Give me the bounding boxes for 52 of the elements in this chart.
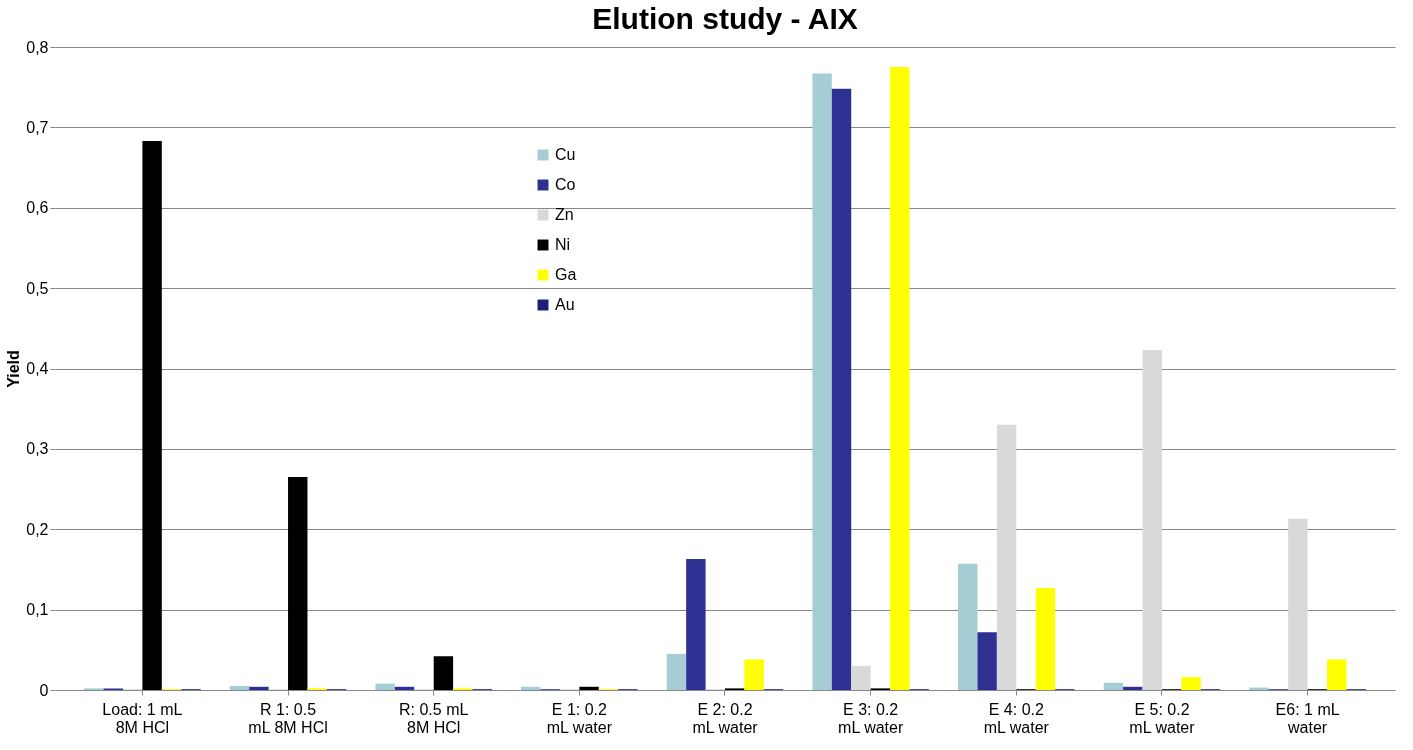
bar [958,563,978,690]
bar [977,632,997,690]
x-tick-label: E 4: 0.2 mL water [983,700,1050,736]
bar [851,665,871,690]
x-tick-label: E 2: 0.2 mL water [692,700,759,736]
legend-label: Cu [555,146,576,163]
bar [433,656,454,690]
y-tick-label: 0,5 [26,279,49,297]
y-tick-label: 0 [39,681,49,699]
bar [812,73,832,690]
bar [142,141,162,690]
bar [1142,350,1162,690]
bar [288,477,308,690]
x-tick-label: E 5: 0.2 mL water [1129,700,1196,736]
bar [579,686,599,690]
bar [394,686,415,690]
bar [890,67,910,690]
y-tick-label: 0,8 [26,38,49,56]
chart-title: Elution study - AIX [592,2,858,35]
legend-label: Zn [555,206,574,223]
x-tick-label: E 3: 0.2 mL water [838,700,904,736]
x-tick-label: E6: 1 mL water [1275,700,1340,736]
legend-label: Co [555,176,576,193]
bar [1288,518,1308,690]
y-axis-title: Yield [5,350,23,388]
bar [1327,659,1347,690]
bar [744,659,764,690]
bar [1035,587,1056,690]
bar [1103,682,1124,690]
bar [996,424,1017,690]
y-tick-label: 0,7 [26,118,49,136]
bar [249,686,269,690]
bar [666,653,687,690]
legend-label: Ga [555,266,577,283]
y-tick-label: 0,6 [26,199,49,217]
y-tick-label: 0,1 [26,601,49,619]
x-tick-label: Load: 1 mL 8M HCl [102,700,183,736]
x-tick-label: E 1: 0.2 mL water [546,700,613,736]
x-tick-label: R: 0.5 mL 8M HCl [399,700,469,736]
y-tick-label: 0,2 [26,520,49,538]
legend-label: Au [555,296,575,313]
bar [686,558,706,690]
bar [1181,677,1201,690]
bar [1123,686,1143,690]
y-tick-label: 0,4 [26,360,49,377]
x-tick-label: R 1: 0.5 mL 8M HCl [248,700,328,736]
bar [229,685,250,690]
legend-label: Ni [555,236,571,253]
y-tick-label: 0,3 [26,440,49,458]
bar [831,88,852,690]
bar [521,686,541,690]
bar [375,683,395,690]
